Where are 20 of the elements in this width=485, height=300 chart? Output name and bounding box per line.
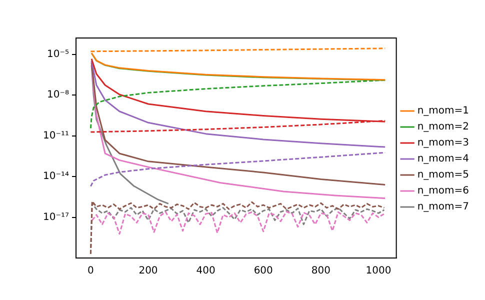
line-series: [91, 210, 385, 235]
y-tick-label: 10⁻⁵: [47, 48, 70, 60]
x-tick-label: 600: [254, 266, 273, 277]
legend-label: n_mom=2: [417, 122, 470, 133]
legend-label: n_mom=5: [417, 170, 470, 181]
legend-label: n_mom=6: [417, 186, 470, 197]
y-tick-label: 10⁻¹⁴: [42, 171, 70, 182]
x-tick-label: 200: [138, 266, 158, 277]
legend-label: n_mom=1: [417, 106, 470, 117]
legend-label: n_mom=7: [417, 202, 470, 213]
legend-label: n_mom=4: [417, 154, 470, 165]
y-tick-label: 10⁻⁸: [47, 90, 70, 101]
line-series: [90, 152, 386, 188]
y-tick-label: 10⁻¹¹: [42, 130, 70, 142]
x-tick-label: 800: [311, 266, 330, 277]
x-tick-label: 400: [196, 266, 216, 277]
y-tick-label: 10⁻¹⁷: [42, 212, 70, 223]
x-tick-label: 0: [88, 266, 94, 277]
legend-label: n_mom=3: [417, 138, 470, 149]
x-tick-label: 1000: [366, 266, 392, 277]
